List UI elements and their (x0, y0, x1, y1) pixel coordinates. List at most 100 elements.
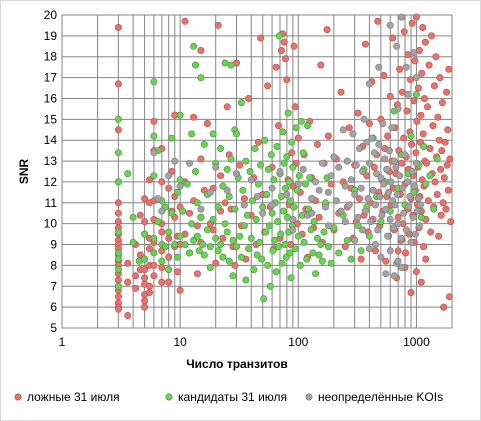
point-undetermined-koi (413, 207, 421, 215)
point-undetermined-koi (385, 147, 393, 155)
point-false-positive (114, 218, 122, 226)
point-undetermined-koi (388, 124, 396, 132)
point-undetermined-koi (365, 245, 373, 253)
point-undetermined-koi (389, 224, 397, 232)
point-undetermined-koi (359, 168, 367, 176)
point-undetermined-koi (154, 195, 162, 203)
point-candidate (229, 272, 237, 280)
point-candidate (229, 236, 237, 244)
point-undetermined-koi (382, 270, 390, 278)
point-undetermined-koi (343, 157, 351, 165)
point-candidate (324, 243, 332, 251)
point-candidate (217, 145, 225, 153)
point-undetermined-koi (403, 178, 411, 186)
point-false-positive (426, 145, 434, 153)
point-candidate (277, 230, 285, 238)
point-undetermined-koi (253, 193, 261, 201)
point-undetermined-koi (405, 203, 413, 211)
point-undetermined-koi (315, 186, 323, 194)
point-undetermined-koi (259, 209, 267, 217)
point-undetermined-koi (233, 170, 241, 178)
point-undetermined-koi (308, 195, 316, 203)
point-undetermined-koi (390, 272, 398, 280)
y-tick-label: 18 (44, 50, 58, 64)
point-candidate (294, 232, 302, 240)
point-candidate (141, 230, 149, 238)
point-candidate (161, 243, 169, 251)
point-undetermined-koi (365, 80, 373, 88)
point-false-positive (412, 149, 420, 157)
point-false-positive (345, 124, 353, 132)
point-undetermined-koi (354, 213, 362, 221)
point-false-positive (197, 155, 205, 163)
point-undetermined-koi (377, 174, 385, 182)
point-false-positive (418, 69, 426, 77)
point-candidate (181, 241, 189, 249)
point-false-positive (165, 234, 173, 242)
y-tick-label: 16 (44, 91, 58, 105)
point-candidate (171, 241, 179, 249)
point-candidate (242, 276, 250, 284)
point-candidate (303, 255, 311, 263)
point-candidate (114, 149, 122, 157)
point-candidate (274, 243, 282, 251)
point-candidate (219, 182, 227, 190)
point-candidate (278, 259, 286, 267)
point-candidate (260, 295, 268, 303)
point-false-positive (150, 117, 158, 125)
point-undetermined-koi (355, 145, 363, 153)
point-candidate (150, 132, 158, 140)
x-tick-label: 100 (288, 335, 308, 349)
point-candidate (221, 59, 229, 67)
point-false-positive (414, 84, 422, 92)
point-candidate (265, 222, 273, 230)
point-candidate (197, 213, 205, 221)
point-false-positive (394, 213, 402, 221)
point-false-positive (408, 19, 416, 27)
point-undetermined-koi (401, 151, 409, 159)
point-false-positive (410, 97, 418, 105)
point-candidate (275, 32, 283, 40)
point-undetermined-koi (318, 159, 326, 167)
point-false-positive (442, 205, 450, 213)
chart-legend: ложные 31 июля кандидаты 31 июля неопредел… (14, 390, 443, 404)
point-candidate (357, 247, 365, 255)
point-false-positive (370, 163, 378, 171)
point-false-positive (420, 95, 428, 103)
point-false-positive (158, 178, 166, 186)
point-undetermined-koi (171, 157, 179, 165)
point-undetermined-koi (412, 74, 420, 82)
point-candidate (422, 180, 430, 188)
point-undetermined-koi (332, 197, 340, 205)
point-candidate (245, 245, 253, 253)
point-false-positive (236, 161, 244, 169)
point-undetermined-koi (370, 149, 378, 157)
point-candidate (114, 228, 122, 236)
y-tick-label: 9 (50, 238, 57, 252)
point-undetermined-koi (308, 209, 316, 217)
point-undetermined-koi (375, 63, 383, 71)
point-false-positive (361, 40, 369, 48)
point-candidate (281, 184, 289, 192)
point-undetermined-koi (393, 42, 401, 50)
point-false-positive (371, 247, 379, 255)
point-false-positive (412, 13, 420, 21)
point-false-positive (291, 103, 299, 111)
point-undetermined-koi (321, 203, 329, 211)
point-false-positive (274, 122, 282, 130)
point-undetermined-koi (394, 220, 402, 228)
point-undetermined-koi (411, 230, 419, 238)
point-candidate (114, 282, 122, 290)
point-undetermined-koi (294, 180, 302, 188)
point-false-positive (150, 272, 158, 280)
point-false-positive (413, 117, 421, 125)
point-candidate (354, 222, 362, 230)
point-undetermined-koi (150, 149, 158, 157)
point-undetermined-koi (394, 257, 402, 265)
point-false-positive (141, 266, 149, 274)
point-candidate (174, 253, 182, 261)
point-undetermined-koi (367, 218, 375, 226)
point-undetermined-koi (386, 247, 394, 255)
point-undetermined-koi (165, 172, 173, 180)
point-undetermined-koi (324, 188, 332, 196)
